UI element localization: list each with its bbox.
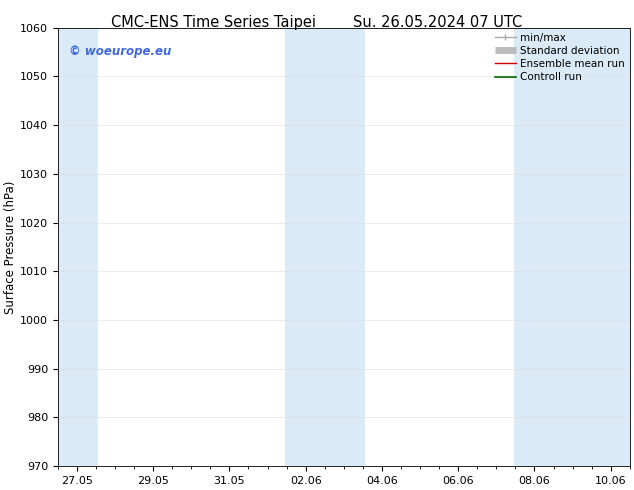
Text: © woeurope.eu: © woeurope.eu xyxy=(69,45,172,58)
Bar xyxy=(285,28,365,466)
Text: CMC-ENS Time Series Taipei        Su. 26.05.2024 07 UTC: CMC-ENS Time Series Taipei Su. 26.05.202… xyxy=(112,15,522,30)
Bar xyxy=(514,28,630,466)
Bar xyxy=(58,28,98,466)
Y-axis label: Surface Pressure (hPa): Surface Pressure (hPa) xyxy=(4,180,17,314)
Legend: min/max, Standard deviation, Ensemble mean run, Controll run: min/max, Standard deviation, Ensemble me… xyxy=(495,33,624,82)
